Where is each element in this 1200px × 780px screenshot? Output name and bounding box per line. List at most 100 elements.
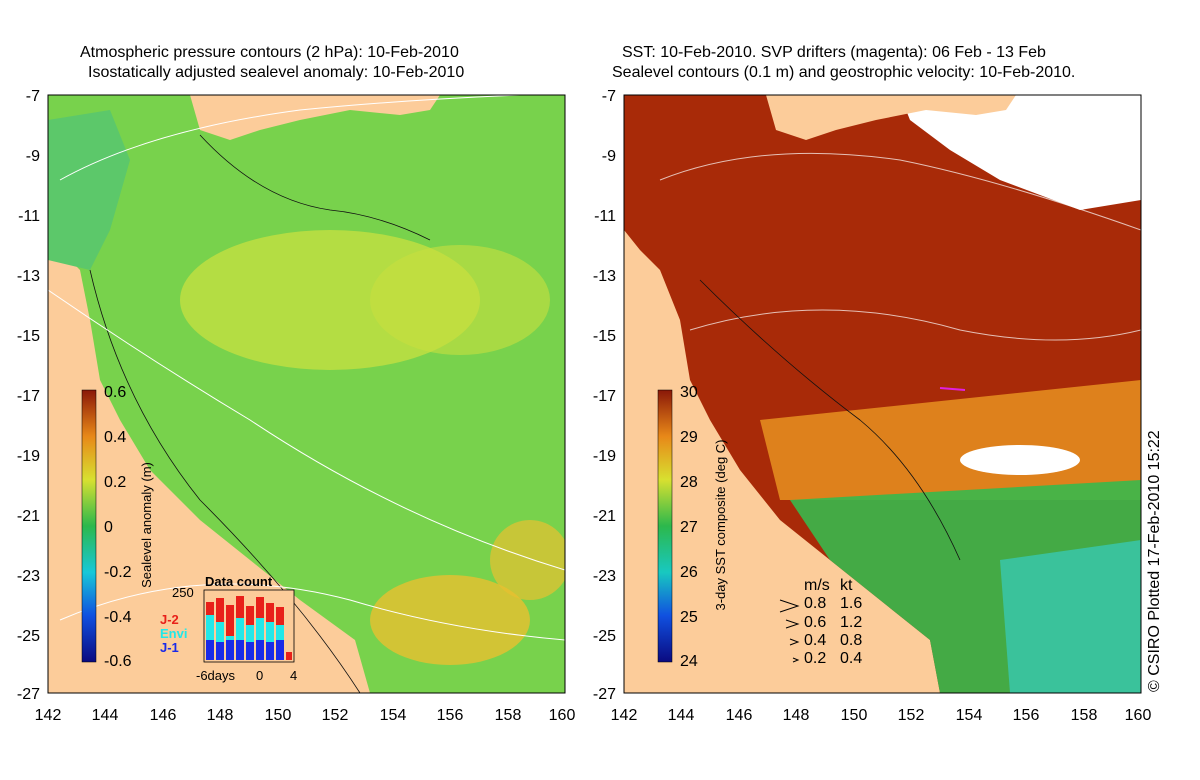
- sla-colorbar-tick: -0.6: [104, 653, 132, 670]
- right-lon-tick: 148: [783, 707, 810, 724]
- sla-colorbar-tick: -0.2: [104, 564, 132, 581]
- right-lon-tick: 158: [1071, 707, 1098, 724]
- velocity-key-header-ms: m/s: [804, 577, 830, 594]
- data-count-title: Data count: [205, 574, 273, 589]
- right-lat-tick: -11: [594, 208, 616, 225]
- sst-colorbar-tick: 29: [680, 429, 698, 446]
- left-lat-tick: -27: [17, 686, 40, 703]
- right-lon-axis: 142 144 146 148 150 152 154 156 158 160: [611, 707, 1152, 724]
- left-reef-contour: [199, 134, 431, 241]
- velocity-arrow-icon: [779, 599, 800, 613]
- left-anomaly-warm-se: [490, 520, 565, 600]
- right-lat-tick: -25: [593, 628, 616, 645]
- right-sealevel-contour-2: [689, 309, 1141, 341]
- left-anomaly-high-east: [370, 245, 550, 355]
- right-title-line2: Sealevel contours (0.1 m) and geostrophi…: [612, 64, 1076, 81]
- bar-j2: [216, 598, 224, 622]
- velocity-key-ms: 0.4: [804, 632, 826, 649]
- left-lat-tick: -19: [17, 448, 40, 465]
- left-lon-tick: 148: [207, 707, 234, 724]
- sla-colorbar-tick: 0.4: [104, 429, 126, 446]
- bar-envi: [216, 622, 224, 642]
- bar-j1: [216, 642, 224, 660]
- right-sealevel-contour-1: [659, 152, 1141, 231]
- velocity-arrow-icon: [789, 638, 800, 646]
- right-lon-tick: 146: [726, 707, 753, 724]
- left-lat-tick: -21: [17, 508, 40, 525]
- right-lat-tick: -7: [602, 88, 616, 105]
- right-map: [624, 95, 1141, 693]
- velocity-arrow-icon: [792, 657, 800, 663]
- sst-colorbar: 30 29 28 27 26 25 24 3-day SST composite…: [657, 384, 728, 670]
- data-count-xlabel-start: -6days: [196, 668, 236, 683]
- right-lon-tick: 160: [1125, 707, 1152, 724]
- left-lat-tick: -15: [17, 328, 40, 345]
- data-count-legend-j1: J-1: [160, 640, 179, 655]
- right-lat-tick: -15: [593, 328, 616, 345]
- right-cloud-mask: [900, 95, 1141, 210]
- csiro-credit: © CSIRO Plotted 17-Feb-2010 15:22: [1146, 430, 1163, 692]
- bar-envi: [206, 615, 214, 640]
- bar-j2: [256, 597, 264, 618]
- bar-j2: [236, 596, 244, 618]
- sst-colorbar-tick: 30: [680, 384, 698, 401]
- data-count-xlabel-zero: 0: [256, 668, 263, 683]
- left-pressure-contour-1: [59, 95, 521, 181]
- left-map-frame: [47, 94, 566, 694]
- bar-envi: [276, 625, 284, 640]
- right-cloud-patch: [960, 445, 1080, 475]
- bar-j1: [266, 642, 274, 660]
- velocity-key-kt: 1.2: [840, 614, 862, 631]
- left-lon-axis: 142 144 146 148 150 152 154 156 158 160: [35, 707, 576, 724]
- sla-colorbar-tick: -0.4: [104, 609, 132, 626]
- left-lon-tick: 152: [322, 707, 349, 724]
- velocity-arrow-icon: [785, 619, 800, 629]
- sla-colorbar-label: Sealevel anomaly (m): [139, 462, 154, 588]
- right-lon-tick: 142: [611, 707, 638, 724]
- sla-colorbar-tick: 0: [104, 519, 113, 536]
- data-count-xlabel-end: 4: [290, 668, 297, 683]
- right-lat-tick: -19: [593, 448, 616, 465]
- left-lat-tick: -13: [17, 268, 40, 285]
- bar-j1: [276, 640, 284, 660]
- bar-j1: [226, 640, 234, 660]
- sst-colorbar-tick: 27: [680, 519, 698, 536]
- left-lon-tick: 154: [380, 707, 407, 724]
- right-lon-tick: 152: [898, 707, 925, 724]
- left-lon-tick: 146: [150, 707, 177, 724]
- sst-colorbar-tick: 25: [680, 609, 698, 626]
- left-lat-tick: -9: [26, 148, 40, 165]
- bar-j2: [266, 603, 274, 622]
- velocity-key-kt: 0.8: [840, 632, 862, 649]
- left-lat-tick: -25: [17, 628, 40, 645]
- sla-colorbar: 0.6 0.4 0.2 0 -0.2 -0.4 -0.6 Sealevel an…: [81, 384, 154, 670]
- left-lon-tick: 158: [495, 707, 522, 724]
- bar-j1: [206, 640, 214, 660]
- bar-envi: [236, 618, 244, 640]
- right-lat-tick: -9: [602, 148, 616, 165]
- bar-j2: [276, 607, 284, 625]
- right-lon-tick: 154: [956, 707, 983, 724]
- sla-colorbar-tick: 0.6: [104, 384, 126, 401]
- right-png-land: [766, 95, 1016, 140]
- data-count-legend-j2: J-2: [160, 612, 179, 627]
- velocity-key-ms: 0.6: [804, 614, 826, 631]
- left-png-land: [190, 95, 440, 140]
- bar-envi: [246, 625, 254, 642]
- velocity-key-ms: 0.2: [804, 650, 826, 667]
- right-lat-axis: -7 -9 -11 -13 -15 -17 -19 -21 -23 -25 -2…: [593, 88, 616, 703]
- right-lat-tick: -21: [593, 508, 616, 525]
- right-map-frame: [623, 94, 1142, 694]
- left-lat-tick: -23: [17, 568, 40, 585]
- left-lon-tick: 160: [549, 707, 576, 724]
- left-title-line2: Isostatically adjusted sealevel anomaly:…: [88, 64, 465, 81]
- velocity-key-kt: 1.6: [840, 595, 862, 612]
- left-lon-tick: 144: [92, 707, 119, 724]
- right-sst-cyan-southeast: [1000, 540, 1141, 693]
- right-lon-tick: 156: [1013, 707, 1040, 724]
- bar-envi: [226, 636, 234, 640]
- left-lat-tick: -17: [17, 388, 40, 405]
- left-lat-axis: -7 -9 -11 -13 -15 -17 -19 -21 -23 -25 -2…: [17, 88, 40, 703]
- left-title-line1: Atmospheric pressure contours (2 hPa): 1…: [80, 44, 459, 61]
- sst-colorbar-tick: 24: [680, 653, 698, 670]
